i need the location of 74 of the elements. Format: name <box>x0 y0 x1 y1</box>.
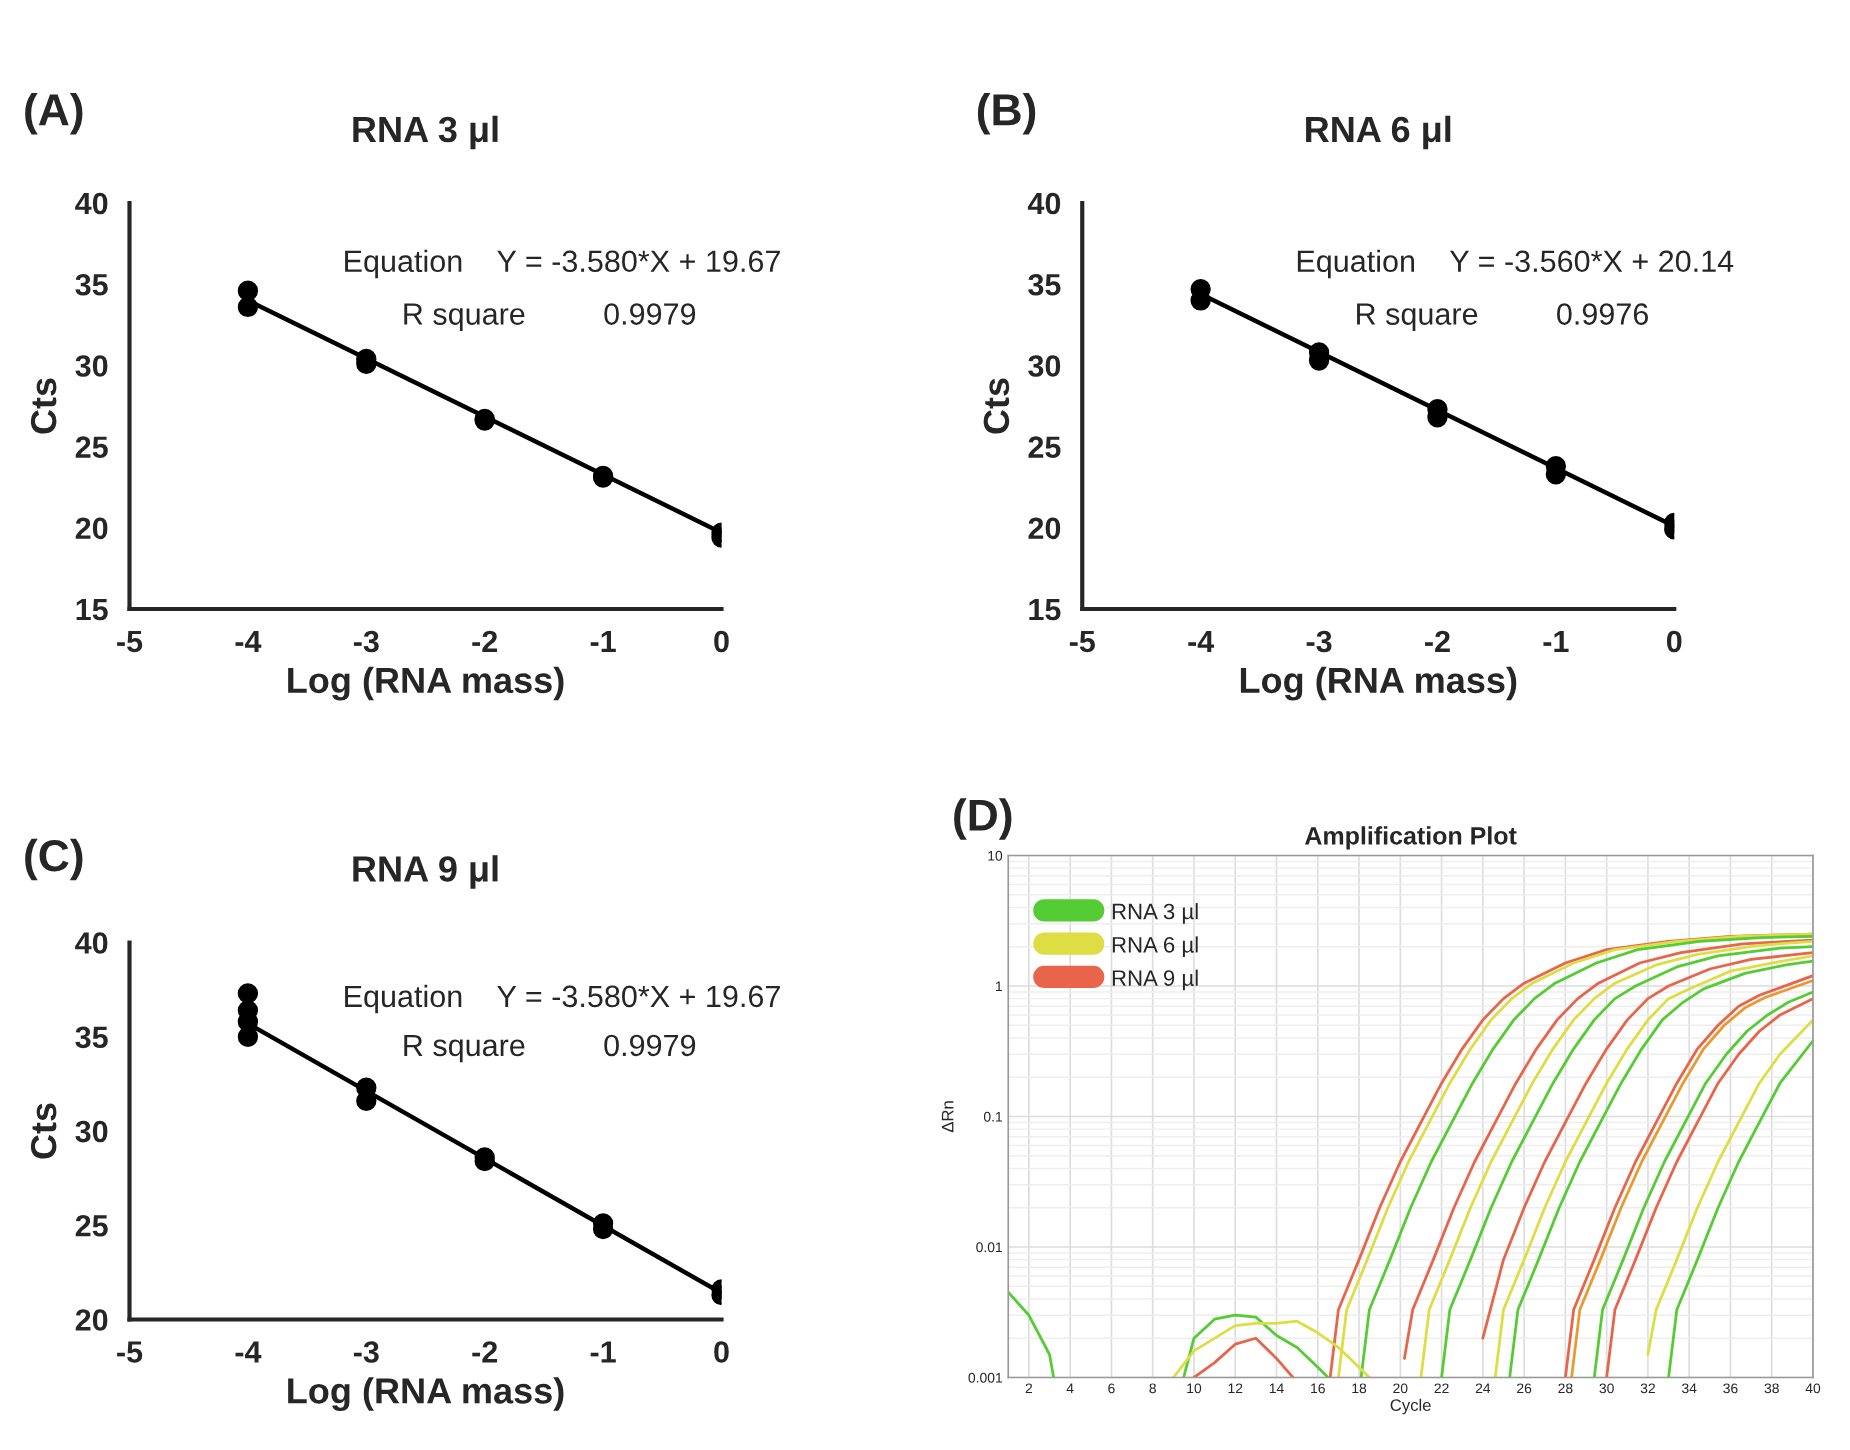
x-axis-title: Log (RNA mass) <box>288 1377 564 1411</box>
chart-title: Amplification Plot <box>1305 826 1517 850</box>
y-tick-label: 15 <box>1029 599 1061 621</box>
y-axis-title: Cts <box>30 378 57 434</box>
y-tick-label: 40 <box>75 192 108 215</box>
text: (A) <box>25 92 83 135</box>
x-tick-label: -2 <box>472 630 498 652</box>
y-tick-label: 20 <box>1028 517 1061 540</box>
x-axis-title: Log (RNA mass) <box>1240 666 1517 701</box>
x-axis-title: Cycle <box>1390 1398 1431 1415</box>
legend-label: RNA 9 µl <box>1112 969 1198 991</box>
y-tick-label: 25 <box>1028 436 1061 458</box>
annotation: 0.9979 <box>604 303 696 325</box>
y-tick-label: 30 <box>75 355 108 377</box>
x-tick-label: -1 <box>590 630 616 652</box>
y-tick-label: 25 <box>75 1214 108 1237</box>
x-tick-label: -1 <box>590 1341 616 1363</box>
y-axis-title: Cts <box>30 1103 57 1159</box>
x-tick-label: 0 <box>714 630 729 653</box>
line-series <box>1667 1039 1813 1378</box>
legend-label: RNA 6 µl <box>1112 936 1198 958</box>
y-tick-label: 35 <box>75 1026 108 1049</box>
annotation: R square <box>404 1034 525 1063</box>
annotation: Y = -3.580*X + 19.67 <box>497 985 780 1008</box>
annotation: 0.9976 <box>1557 303 1648 325</box>
annotation: Equation <box>1297 249 1415 279</box>
y-tick-label: 30 <box>1028 355 1061 377</box>
y-axis-title: Cts <box>983 378 1010 434</box>
x-tick-label: 0 <box>1666 630 1682 653</box>
annotation: R square <box>404 303 525 331</box>
line-series <box>1646 1018 1813 1356</box>
line-series <box>1192 1336 1295 1378</box>
y-tick-label: 35 <box>1028 273 1061 296</box>
y-tick-label: 20 <box>75 1309 108 1331</box>
x-tick-label: -2 <box>472 1341 498 1363</box>
annotation: Y = -3.580*X + 19.67 <box>497 250 780 273</box>
x-tick-label: -4 <box>235 630 262 652</box>
chart-title: RNA 9 μl <box>353 855 498 889</box>
line-series <box>1008 1290 1056 1378</box>
y-tick-label: 25 <box>75 436 108 458</box>
y-tick-label: 20 <box>75 517 108 540</box>
point <box>237 296 259 318</box>
chart-title: RNA 6 μl <box>1306 115 1451 150</box>
x-tick-label: -2 <box>1425 630 1450 652</box>
x-tick-label: -3 <box>1306 630 1332 653</box>
text: (C) <box>25 838 83 881</box>
annotation: Y = -3.560*X + 20.14 <box>1449 250 1734 273</box>
legend-label: RNA 3 µl <box>1112 903 1198 924</box>
annotation: R square <box>1357 303 1478 331</box>
x-tick-label: 0 <box>714 1341 729 1363</box>
y-tick-label: 30 <box>75 1120 108 1143</box>
line-series <box>1182 1313 1330 1378</box>
y-tick-label: 15 <box>76 599 108 621</box>
text: (B) <box>977 92 1036 135</box>
x-tick-label: -4 <box>235 1341 262 1363</box>
y-tick-label: 35 <box>75 273 108 296</box>
y-axis-title: ΔRn <box>941 1101 954 1133</box>
annotation: Equation <box>345 984 462 1014</box>
text: (D) <box>954 798 1012 840</box>
x-tick-label: -5 <box>117 630 143 653</box>
x-tick-label: -5 <box>1069 630 1095 653</box>
annotation: Equation <box>345 249 462 279</box>
point <box>237 983 259 1004</box>
x-tick-label: -3 <box>353 1341 379 1363</box>
x-tick-label: -4 <box>1188 630 1215 652</box>
chart-title: RNA 3 μl <box>353 115 498 150</box>
point <box>237 1026 259 1047</box>
y-tick-label: 40 <box>1027 192 1061 215</box>
x-tick-label: -5 <box>117 1341 143 1363</box>
x-axis-title: Log (RNA mass) <box>288 666 564 701</box>
y-tick-label: 40 <box>75 932 108 954</box>
x-tick-label: -3 <box>353 630 379 653</box>
annotation: 0.9979 <box>604 1034 696 1057</box>
x-tick-label: -1 <box>1543 630 1569 652</box>
